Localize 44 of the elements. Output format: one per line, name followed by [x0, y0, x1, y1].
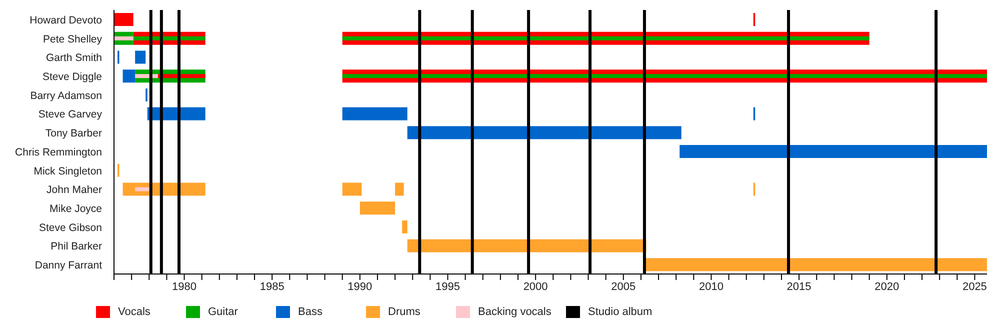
legend-label: Drums — [388, 306, 420, 318]
x-tick-label: 2020 — [874, 280, 900, 293]
y-tick-label: Barry Adamson — [30, 90, 102, 102]
bar — [680, 145, 987, 158]
y-tick-label: Steve Garvey — [38, 108, 103, 121]
x-tick-label: 2025 — [962, 280, 987, 293]
bar — [342, 182, 362, 196]
legend-label: Backing vocals — [478, 306, 552, 318]
legend-label: Vocals — [118, 306, 150, 318]
legend-label: Guitar — [208, 306, 238, 318]
y-tick-label: Mike Joyce — [49, 203, 102, 215]
x-tick-label: 2000 — [523, 280, 548, 293]
legend-label: Studio album — [588, 306, 652, 318]
legend-label: Bass — [298, 306, 322, 318]
bar — [644, 258, 987, 272]
y-tick-label: Garth Smith — [46, 52, 102, 64]
bar — [135, 187, 151, 192]
bar — [122, 70, 136, 83]
bar — [395, 182, 404, 196]
y-tick-label: Mick Singleton — [34, 165, 102, 178]
y-tick-label: Steve Gibson — [38, 222, 102, 234]
x-tick-label: 1980 — [172, 280, 197, 293]
bar — [402, 220, 408, 234]
y-tick-label: Danny Farrant — [34, 260, 102, 272]
x-tick-label: 1995 — [436, 280, 460, 293]
x-tick-label: 1985 — [260, 280, 284, 293]
x-tick-label: 2015 — [786, 280, 812, 293]
bar — [342, 107, 408, 120]
y-tick-label: Chris Remmington — [15, 146, 102, 158]
y-tick-label: Pete Shelley — [43, 33, 103, 46]
bar — [114, 36, 134, 40]
y-tick-label: Steve Diggle — [42, 71, 102, 83]
bar — [114, 13, 134, 26]
y-tick-label: Tony Barber — [45, 128, 102, 140]
x-tick-label: 1990 — [348, 280, 372, 293]
y-tick-label: Howard Devoto — [30, 14, 102, 26]
bar — [135, 50, 146, 64]
bar — [360, 202, 396, 215]
x-tick-label: 2010 — [698, 280, 724, 293]
bar — [342, 74, 987, 78]
x-tick-label: 2005 — [611, 280, 636, 293]
y-tick-label: Phil Barker — [50, 240, 102, 253]
y-tick-label: John Maher — [46, 184, 102, 196]
bar — [342, 36, 870, 40]
